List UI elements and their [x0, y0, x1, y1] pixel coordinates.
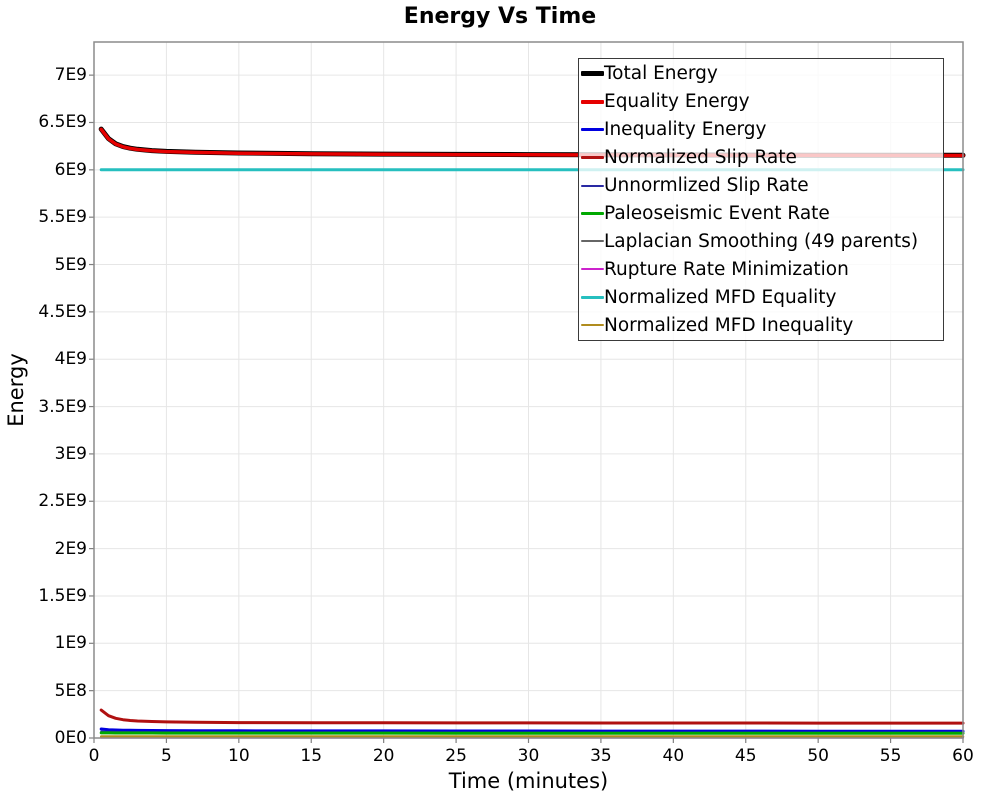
legend-label: Unnormlized Slip Rate — [604, 175, 809, 197]
y-tick-label: 2.5E9 — [38, 491, 87, 512]
legend-item: Laplacian Smoothing (49 parents) — [581, 227, 943, 255]
legend-swatch — [581, 268, 604, 271]
legend-label: Normalized MFD Equality — [604, 286, 837, 308]
x-tick-label: 55 — [879, 746, 902, 766]
legend-item: Rupture Rate Minimization — [581, 255, 943, 283]
legend-swatch — [581, 71, 604, 77]
legend-item: Inequality Energy — [581, 116, 943, 144]
legend-label: Paleoseismic Event Rate — [604, 202, 830, 224]
legend-label: Normalized MFD Inequality — [604, 314, 854, 336]
legend-swatch — [581, 100, 604, 104]
x-tick-label: 30 — [517, 746, 540, 766]
x-tick-label: 50 — [807, 746, 829, 766]
series-line-normalized-slip-rate — [99, 708, 965, 725]
x-tick-label: 25 — [445, 746, 467, 766]
y-tick-label: 3.5E9 — [38, 396, 87, 417]
legend-swatch — [581, 323, 604, 327]
y-tick-label: 5E8 — [54, 680, 87, 701]
legend-swatch — [581, 295, 604, 299]
y-tick-label: 1E9 — [54, 633, 87, 654]
legend-swatch — [581, 240, 604, 243]
y-tick-label: 0E0 — [54, 728, 87, 748]
legend-label: Normalized Slip Rate — [604, 147, 797, 169]
x-tick-label: 15 — [300, 746, 323, 766]
x-tick-label: 35 — [590, 746, 612, 766]
x-tick-label: 5 — [160, 746, 172, 766]
y-tick-label: 5E9 — [54, 254, 87, 275]
x-tick-label: 0 — [88, 746, 100, 766]
y-tick-label: 5.5E9 — [38, 207, 87, 228]
y-tick-label: 7E9 — [54, 65, 87, 86]
legend-item: Normalized MFD Inequality — [581, 311, 943, 339]
chart-title: Energy Vs Time — [403, 4, 597, 29]
y-tick-label: 4E9 — [54, 349, 87, 370]
legend-swatch — [581, 128, 604, 132]
x-tick-label: 10 — [228, 746, 250, 766]
legend-label: Total Energy — [604, 63, 718, 85]
legend-item: Total Energy — [581, 60, 943, 88]
legend-swatch — [581, 184, 604, 187]
legend-label: Rupture Rate Minimization — [604, 258, 849, 280]
x-tick-label: 45 — [734, 746, 757, 766]
legend-swatch — [581, 211, 604, 215]
legend-item: Paleoseismic Event Rate — [581, 200, 943, 228]
series-line-inequality-energy — [99, 727, 965, 733]
y-tick-label: 3E9 — [54, 443, 87, 464]
legend-item: Normalized MFD Equality — [581, 283, 943, 311]
x-axis-title: Time (minutes) — [448, 769, 609, 793]
x-tick-label: 60 — [952, 746, 974, 766]
y-tick-label: 1.5E9 — [38, 585, 87, 606]
y-tick-label: 2E9 — [54, 538, 87, 559]
legend-item: Unnormlized Slip Rate — [581, 172, 943, 200]
legend-label: Equality Energy — [604, 91, 750, 113]
plot-border — [93, 41, 964, 739]
legend-item: Equality Energy — [581, 88, 943, 116]
y-tick-label: 6E9 — [54, 159, 87, 180]
x-tick-label: 20 — [372, 746, 395, 766]
y-tick-label: 6.5E9 — [38, 112, 87, 133]
legend-item: Normalized Slip Rate — [581, 144, 943, 172]
legend-label: Inequality Energy — [604, 119, 767, 141]
legend-box: Total Energy Equality Energy Inequality En… — [578, 58, 944, 341]
y-tick-label: 4.5E9 — [38, 301, 87, 322]
x-tick-label: 40 — [662, 746, 685, 766]
legend-label: Laplacian Smoothing (49 parents) — [604, 230, 919, 252]
legend-swatch — [581, 156, 604, 160]
